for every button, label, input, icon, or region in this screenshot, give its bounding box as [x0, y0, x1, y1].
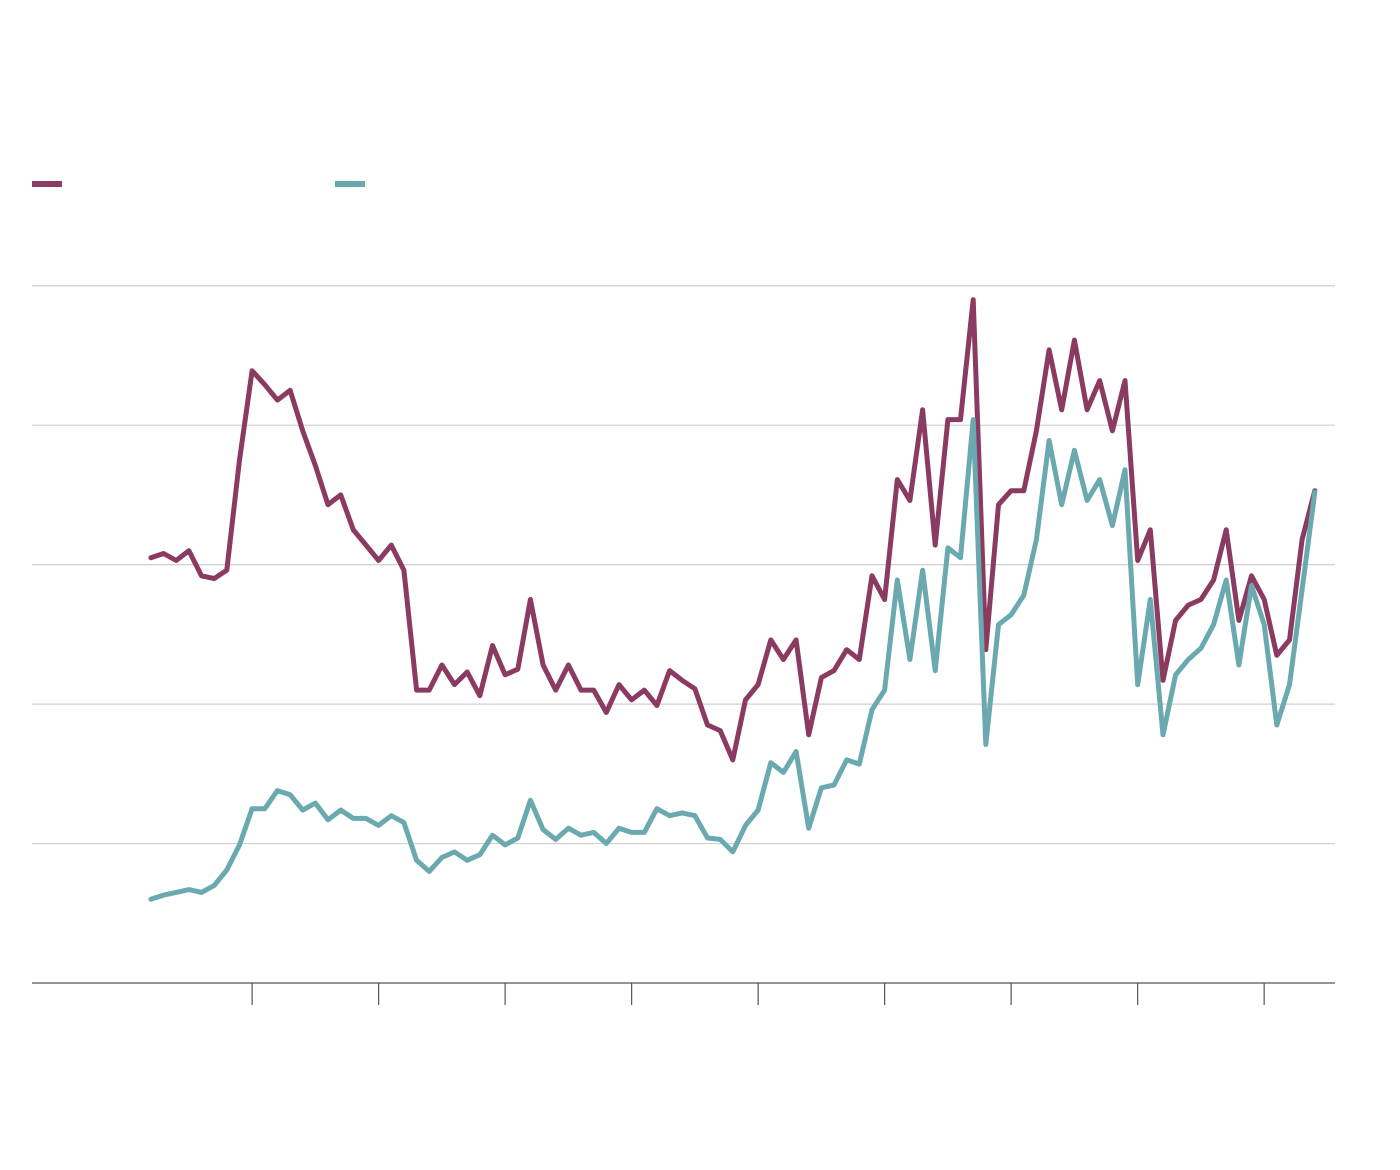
series-line [148, 417, 1318, 902]
series-line [148, 297, 1318, 763]
